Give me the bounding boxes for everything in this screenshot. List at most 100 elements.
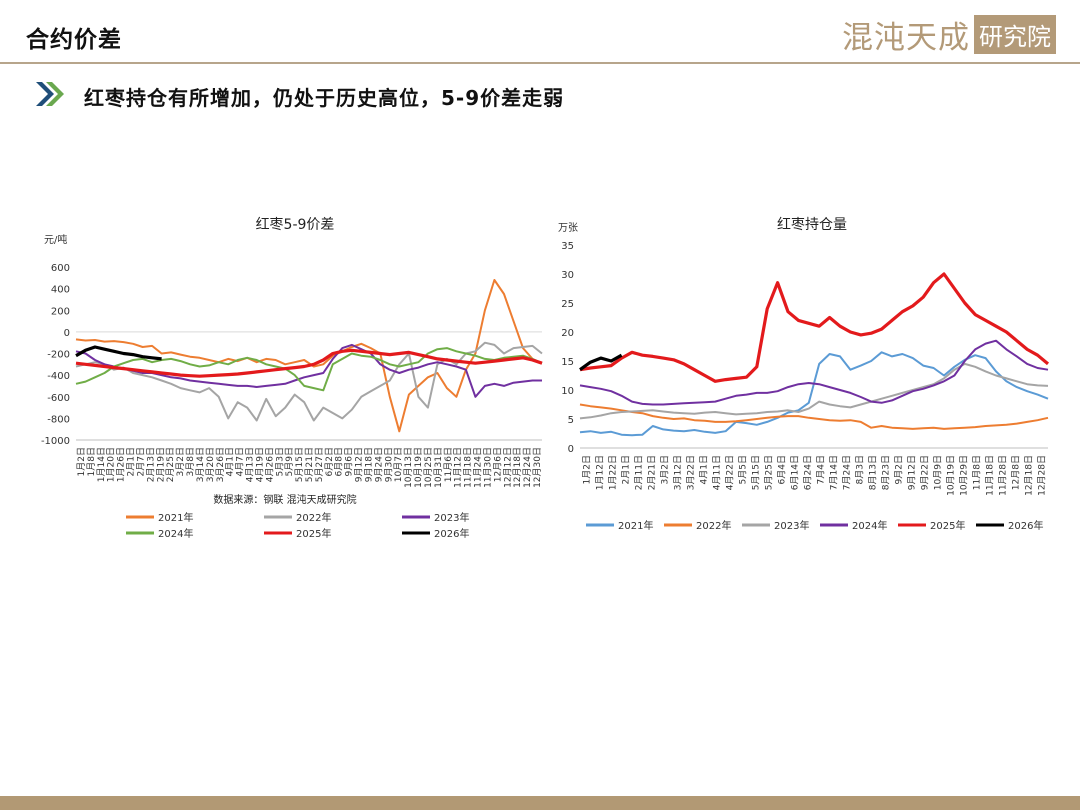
- y-tick-label: -1000: [41, 436, 70, 447]
- y-tick-label: 600: [51, 263, 70, 274]
- x-tick-label: 3月14日: [195, 447, 206, 482]
- x-tick-label: 8月13日: [868, 455, 879, 490]
- legend-label: 2026年: [1008, 519, 1043, 532]
- double-chevron-icon: [36, 82, 64, 106]
- x-tick-label: 2月7日: [135, 447, 146, 476]
- series-line-2026: [579, 353, 623, 371]
- y-axis-unit: 万张: [558, 222, 578, 234]
- x-tick-label: 5月3日: [274, 447, 285, 476]
- x-tick-label: 10月31日: [433, 447, 444, 488]
- x-tick-label: 5月21日: [304, 447, 315, 482]
- legend-label: 2022年: [296, 511, 331, 524]
- x-tick-label: 11月12日: [453, 447, 464, 488]
- x-tick-label: 11月24日: [473, 447, 484, 488]
- legend-label: 2022年: [696, 519, 731, 532]
- x-tick-label: 4月13日: [245, 447, 256, 482]
- x-tick-label: 10月29日: [959, 455, 970, 496]
- y-tick-label: -400: [47, 371, 70, 382]
- series-line-2025: [579, 272, 1050, 383]
- y-tick-label: -800: [47, 414, 70, 425]
- x-tick-label: 2月21日: [647, 455, 658, 490]
- x-tick-label: 3月8日: [185, 447, 196, 476]
- x-tick-label: 2月25日: [165, 447, 176, 482]
- x-tick-label: 3月22日: [686, 455, 697, 490]
- y-tick-label: 30: [561, 270, 574, 281]
- y-tick-label: 20: [561, 328, 574, 339]
- x-tick-label: 9月30日: [383, 447, 394, 482]
- x-tick-label: 4月11日: [712, 455, 723, 490]
- y-axis-unit: 元/吨: [44, 233, 67, 246]
- x-tick-label: 11月28日: [998, 455, 1009, 496]
- x-tick-label: 2月11日: [634, 455, 645, 490]
- series-line-2023: [579, 362, 1049, 420]
- logo-box-text: 研究院: [974, 14, 1056, 54]
- page-title: 合约价差: [26, 27, 122, 53]
- y-tick-label: 0: [64, 328, 70, 339]
- legend-label: 2025年: [296, 527, 331, 540]
- slide-subtitle: 红枣持仓有所增加，仍处于历史高位，5-9价差走弱: [84, 86, 565, 110]
- x-tick-label: 11月6日: [443, 447, 454, 482]
- series-line-2022: [75, 279, 534, 433]
- x-tick-label: 12月24日: [522, 447, 533, 488]
- footer-bar: [0, 796, 1080, 810]
- legend-label: 2023年: [774, 519, 809, 532]
- x-tick-label: 9月22日: [920, 455, 931, 490]
- y-tick-label: 0: [568, 444, 574, 455]
- series-line-2026: [75, 345, 162, 361]
- y-tick-label: 5: [568, 415, 574, 426]
- x-tick-label: 5月9日: [284, 447, 295, 476]
- x-tick-label: 5月15日: [751, 455, 762, 490]
- x-tick-label: 7月14日: [829, 455, 840, 490]
- legend-label: 2021年: [618, 519, 653, 532]
- x-tick-label: 10月9日: [933, 455, 944, 490]
- legend-label: 2021年: [158, 511, 193, 524]
- x-tick-label: 1月14日: [96, 447, 107, 482]
- x-tick-label: 5月5日: [738, 455, 749, 484]
- x-tick-label: 11月30日: [482, 447, 493, 488]
- x-tick-label: 9月12日: [907, 455, 918, 490]
- series-line-2024: [579, 339, 1049, 406]
- x-tick-label: 12月12日: [502, 447, 513, 488]
- x-tick-label: 3月2日: [175, 447, 186, 476]
- x-tick-label: 9月24日: [373, 447, 384, 482]
- x-tick-label: 9月2日: [894, 455, 905, 484]
- x-tick-label: 3月2日: [660, 455, 671, 484]
- x-tick-label: 4月26日: [264, 447, 275, 482]
- x-tick-label: 10月19日: [946, 455, 957, 496]
- x-tick-label: 2月13日: [145, 447, 156, 482]
- series-line-2023: [75, 341, 543, 422]
- x-tick-label: 6月24日: [803, 455, 814, 490]
- x-tick-label: 1月26日: [116, 447, 127, 482]
- x-tick-label: 12月28日: [1037, 455, 1048, 496]
- x-tick-label: 4月22日: [725, 455, 736, 490]
- x-tick-label: 10月13日: [403, 447, 414, 488]
- series-line-2024b: [75, 347, 543, 392]
- x-tick-label: 9月12日: [354, 447, 365, 482]
- x-tick-label: 11月18日: [985, 455, 996, 496]
- x-tick-label: 2月1日: [621, 455, 632, 484]
- x-tick-label: 3月20日: [205, 447, 216, 482]
- company-logo: 混沌天成 研究院: [842, 12, 1056, 56]
- x-tick-label: 7月24日: [842, 455, 853, 490]
- x-tick-label: 12月30日: [532, 447, 543, 488]
- x-tick-label: 9月18日: [363, 447, 374, 482]
- x-tick-label: 6月8日: [334, 447, 345, 476]
- x-tick-label: 12月18日: [512, 447, 523, 488]
- x-tick-label: 3月26日: [215, 447, 226, 482]
- x-tick-label: 1月22日: [608, 455, 619, 490]
- legend-label: 2025年: [930, 519, 965, 532]
- y-tick-label: 25: [561, 299, 574, 310]
- x-tick-label: 1月8日: [86, 447, 97, 476]
- x-tick-label: 4月7日: [235, 447, 246, 476]
- x-tick-label: 12月8日: [1011, 455, 1022, 490]
- series-line-2022: [579, 403, 1049, 430]
- x-tick-label: 1月2日: [582, 455, 593, 484]
- x-tick-label: 1月20日: [106, 447, 117, 482]
- chart-title: 红枣持仓量: [777, 217, 847, 233]
- x-tick-label: 8月3日: [855, 455, 866, 484]
- x-tick-label: 11月18日: [463, 447, 474, 488]
- y-tick-label: -200: [47, 350, 70, 361]
- y-tick-label: -600: [47, 393, 70, 404]
- y-tick-label: 400: [51, 285, 70, 296]
